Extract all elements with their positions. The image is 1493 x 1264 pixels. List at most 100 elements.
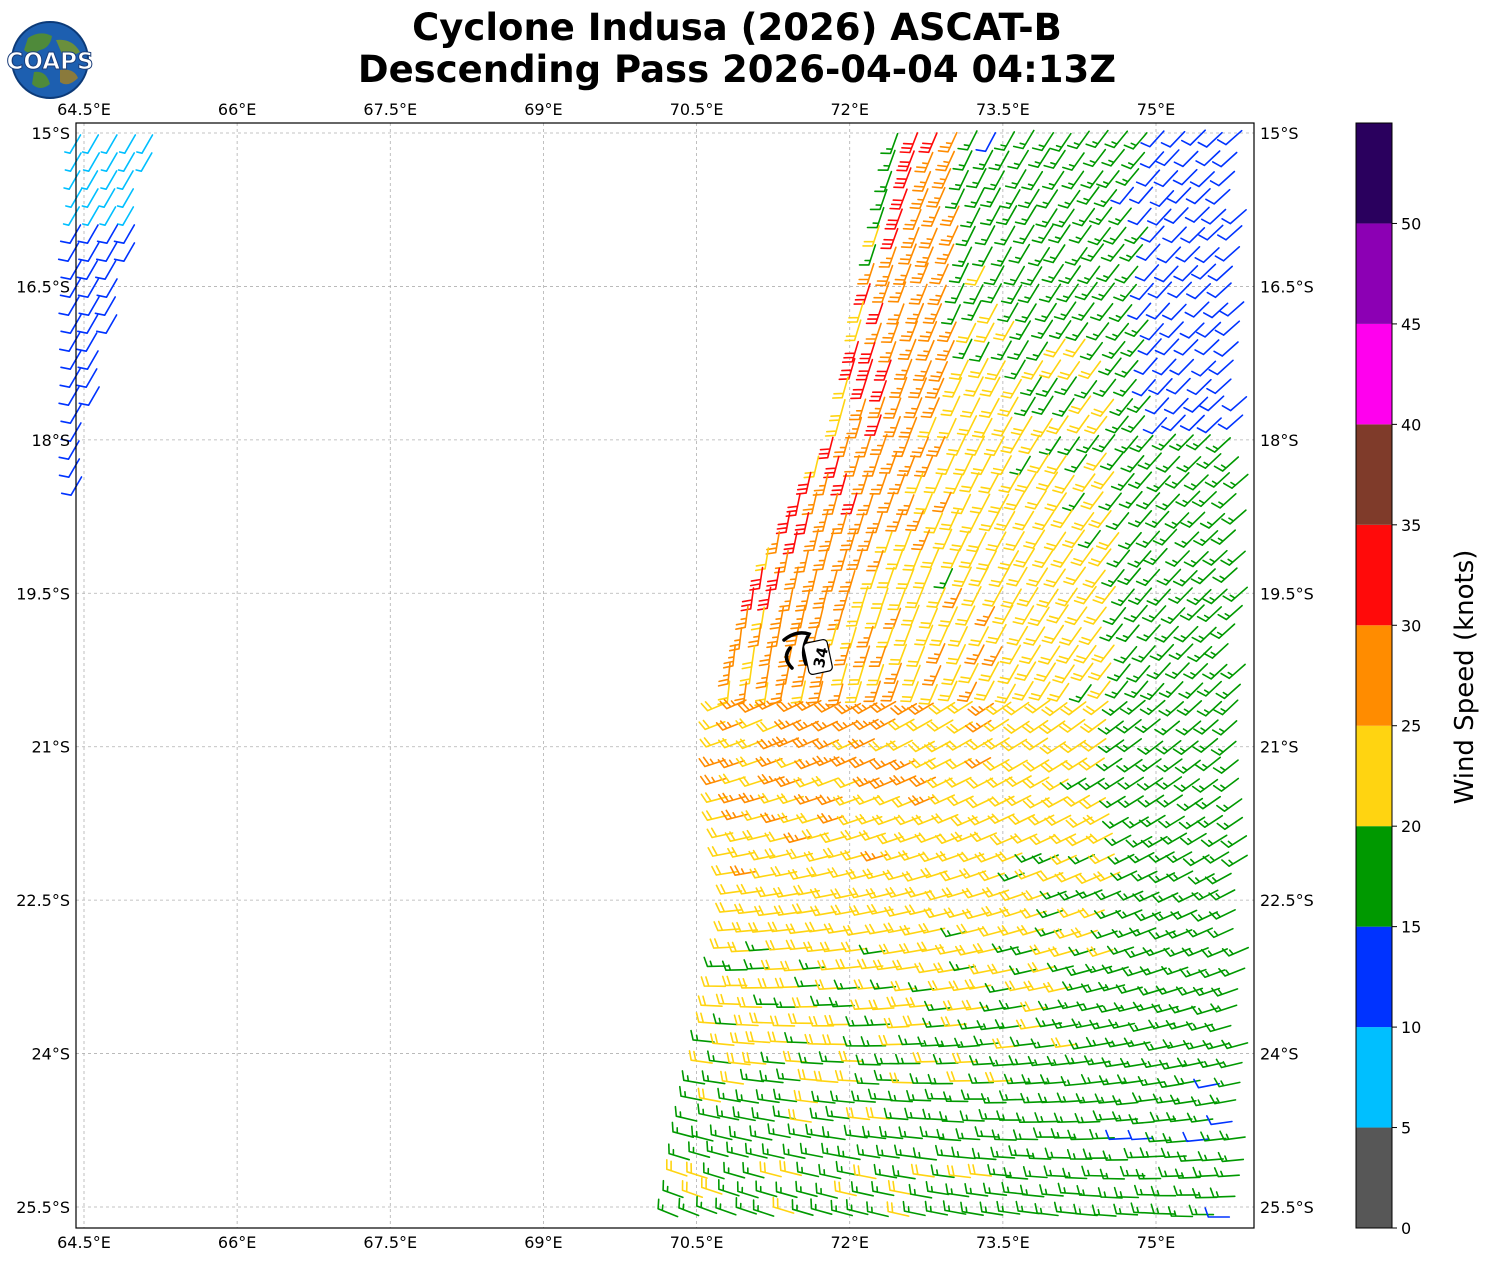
wind-barb [994, 1019, 1022, 1030]
wind-barb [932, 491, 952, 513]
wind-barb [774, 776, 802, 788]
y-tick-label: 19.5°S [1260, 584, 1314, 603]
wind-barb [1021, 1074, 1048, 1085]
wind-barb [1169, 434, 1194, 451]
wind-barb [898, 416, 918, 438]
wind-barb [878, 1034, 905, 1046]
plot-area-frame [75, 122, 1255, 1229]
wind-barb [1066, 1149, 1093, 1160]
wind-barb [1077, 529, 1101, 549]
wind-barb [784, 1032, 810, 1044]
wind-barb [1217, 225, 1243, 241]
wind-barb [1057, 999, 1085, 1010]
wind-barb [884, 906, 912, 917]
wind-barb [851, 718, 879, 731]
wind-barb [1216, 129, 1243, 146]
wind-barb [1148, 872, 1176, 884]
wind-barb [862, 1125, 887, 1140]
wind-barb [791, 997, 818, 1008]
wind-barb [1014, 853, 1042, 863]
wind-barb [1175, 986, 1204, 996]
wind-barb [1093, 189, 1118, 208]
wind-barb [998, 473, 1020, 493]
wind-barb [999, 189, 1021, 209]
wind-barb [822, 1034, 848, 1046]
wind-barb [844, 681, 862, 703]
wind-barb [717, 1087, 741, 1103]
wind-barb [891, 435, 911, 458]
wind-barb [1042, 170, 1065, 190]
wind-barb [1172, 740, 1199, 755]
wind-barb [1155, 493, 1180, 511]
wind-barb [1096, 170, 1120, 189]
wind-barb [99, 206, 117, 226]
wind-barb [922, 303, 943, 324]
wind-barb [824, 1014, 850, 1026]
wind-barb [840, 941, 868, 953]
wind-barb [1095, 532, 1120, 551]
wind-barb [964, 435, 986, 456]
wind-barb [876, 491, 895, 513]
wind-barb [882, 869, 910, 881]
wind-barb [842, 925, 870, 936]
wind-barb [853, 979, 880, 990]
wind-barb [912, 1147, 938, 1161]
wind-barb [715, 884, 743, 895]
wind-barb [1124, 319, 1149, 337]
wind-barb [990, 246, 1012, 267]
wind-barb [1028, 148, 1050, 168]
wind-barb [987, 1164, 1012, 1177]
wind-barb [827, 867, 855, 878]
wind-barb [1032, 548, 1055, 568]
wind-barb [116, 170, 134, 190]
wind-barb [858, 244, 877, 266]
wind-barb [1041, 702, 1068, 717]
wind-barb [1079, 797, 1106, 810]
wind-barb [830, 739, 859, 751]
wind-barb [1119, 699, 1146, 715]
wind-barb [830, 663, 848, 686]
wind-barb [950, 831, 978, 843]
x-tick-label: 70.5°E [670, 1233, 724, 1252]
wind-barb [814, 701, 842, 713]
wind-barb [1162, 303, 1187, 321]
wind-barb [842, 454, 860, 477]
wind-barb [776, 701, 804, 712]
wind-barb [1200, 834, 1228, 848]
wind-barb [919, 1126, 945, 1139]
wind-barb [963, 376, 984, 397]
wind-barb [862, 225, 880, 247]
wind-barb [1139, 1147, 1166, 1158]
wind-barb [1026, 341, 1049, 361]
wind-barb [1038, 645, 1061, 665]
wind-barb [1201, 208, 1227, 225]
wind-barb [939, 870, 967, 882]
wind-barb [1127, 207, 1152, 226]
wind-barb [1046, 682, 1070, 702]
wind-barb [982, 759, 1010, 771]
wind-barb [1043, 531, 1067, 551]
wind-barb [942, 1200, 967, 1215]
wind-barb [1158, 701, 1184, 717]
wind-barb [914, 832, 942, 843]
wind-barb [955, 225, 976, 247]
wind-barb [1146, 588, 1171, 606]
wind-barb [1180, 227, 1206, 244]
wind-barb [961, 300, 982, 321]
wind-barb [776, 1068, 801, 1082]
wind-barb [1104, 680, 1129, 699]
x-axis-top-ticks: 64.5°E 66°E 67.5°E 69°E 70.5°E 72°E 73.5°E 75°E [57, 100, 1175, 119]
wind-barb [1129, 927, 1157, 937]
wind-barb [1004, 775, 1032, 787]
wind-barb [1082, 700, 1109, 716]
wind-barb [892, 959, 919, 971]
wind-barb [944, 776, 972, 788]
wind-barb [851, 1090, 876, 1103]
wind-barb [875, 264, 894, 287]
wind-barb [993, 320, 1015, 341]
wind-barb [956, 322, 977, 344]
wind-barb [1034, 1203, 1059, 1217]
wind-barb [874, 1053, 900, 1065]
wind-barb [1151, 433, 1177, 451]
wind-barb [1110, 870, 1138, 881]
